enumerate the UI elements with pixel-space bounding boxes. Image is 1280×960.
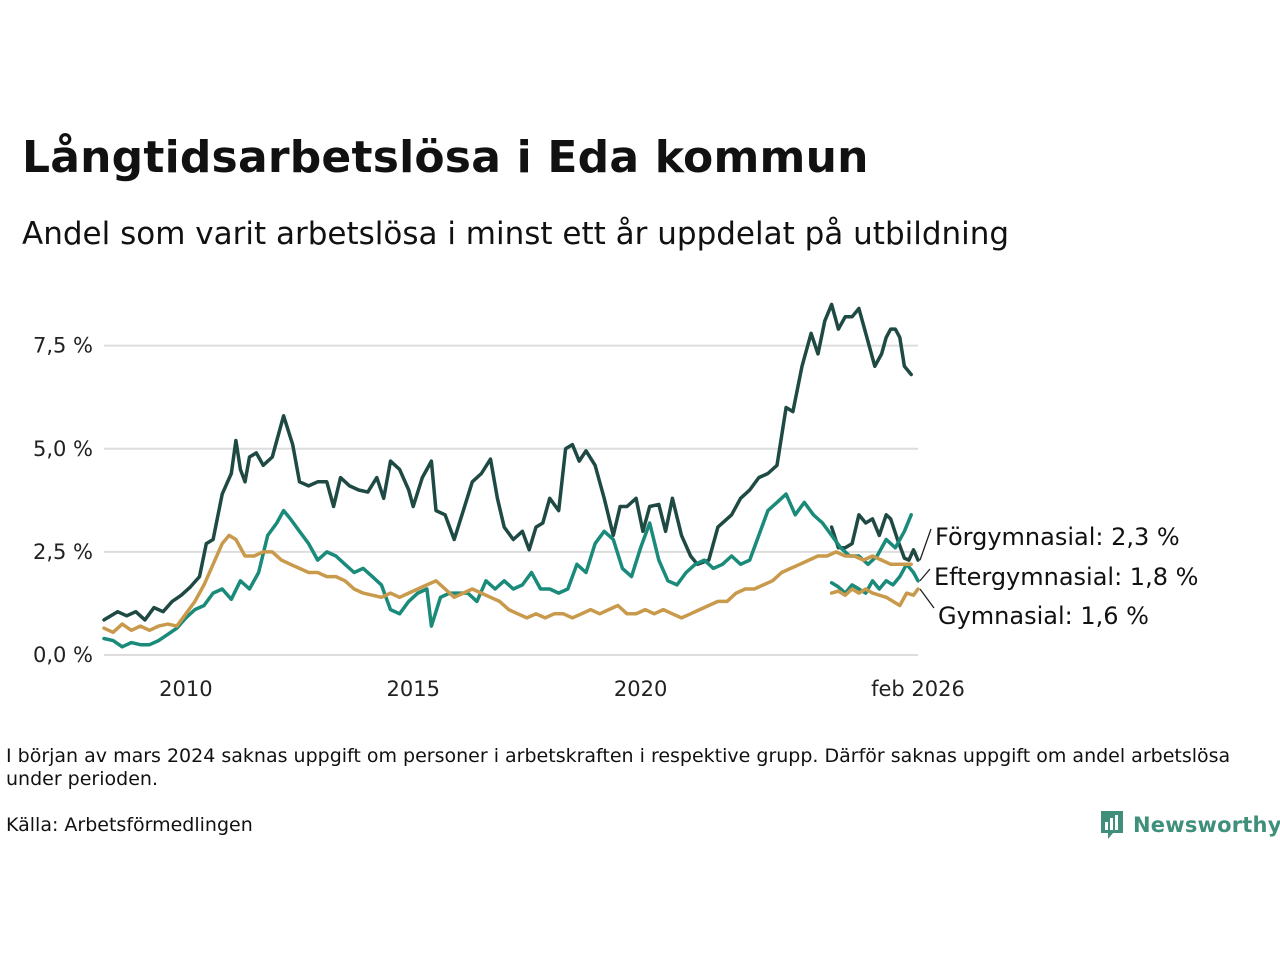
end-label: Gymnasial: 1,6 % (938, 602, 1149, 630)
leader-line (919, 588, 935, 609)
y-tick-label: 7,5 % (33, 334, 93, 358)
chart-source: Källa: Arbetsförmedlingen (6, 814, 253, 836)
chart: 0,0 % 2,5 % 5,0 % 7,5 % 2010 2015 2020 feb 202… (33, 302, 1198, 701)
series-line-eftergymnasial-recent (829, 562, 920, 595)
x-tick-label: 2015 (387, 677, 440, 701)
y-tick-label: 2,5 % (33, 540, 93, 564)
x-tick-label: feb 2026 (871, 677, 965, 701)
chart-subtitle: Andel som varit arbetslösa i minst ett å… (22, 216, 1010, 252)
series-line-f-rgymnasial (102, 302, 913, 622)
grid-lines (104, 344, 918, 656)
leader-line (919, 528, 932, 561)
series-line-eftergymnasial (102, 492, 913, 649)
x-tick-label: 2010 (159, 677, 212, 701)
y-axis-ticks: 0,0 % 2,5 % 5,0 % 7,5 % (33, 334, 93, 667)
end-label: Förgymnasial: 2,3 % (935, 523, 1180, 551)
y-tick-label: 0,0 % (33, 643, 93, 667)
bar-chart-icon (1101, 811, 1123, 839)
y-tick-label: 5,0 % (33, 437, 93, 461)
brand-name: Newsworthy (1133, 813, 1280, 837)
series-lines (102, 302, 920, 649)
chart-title: Långtidsarbetslösa i Eda kommun (22, 132, 869, 183)
series-line-f-rgymnasial-recent (829, 513, 920, 562)
brand-logo[interactable]: Newsworthy (1099, 808, 1280, 842)
end-label: Eftergymnasial: 1,8 % (934, 563, 1198, 591)
chart-note: I början av mars 2024 saknas uppgift om … (6, 745, 1231, 790)
leader-line (919, 568, 931, 582)
x-axis-ticks: 2010 2015 2020 feb 2026 (159, 677, 965, 701)
series-line-gymnasial-recent (829, 587, 920, 608)
series-line-gymnasial (102, 533, 913, 635)
x-tick-label: 2020 (614, 677, 667, 701)
end-labels: Förgymnasial: 2,3 % Eftergymnasial: 1,8 %… (919, 523, 1198, 630)
